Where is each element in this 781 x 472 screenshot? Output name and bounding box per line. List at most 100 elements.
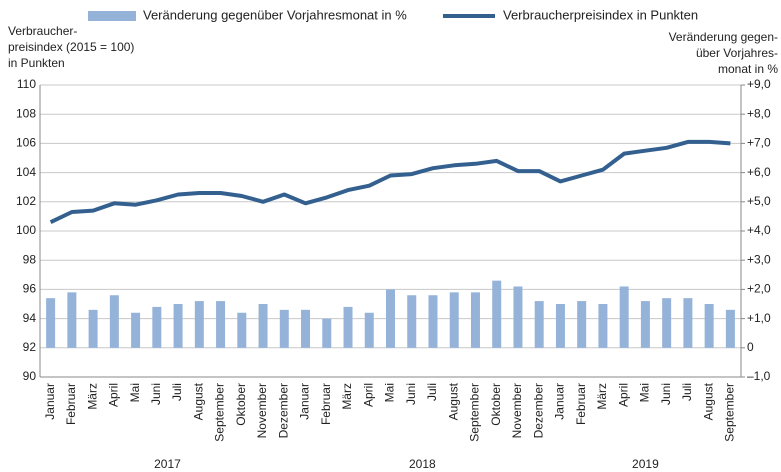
x-group-label: 2017 — [154, 457, 181, 471]
x-tick-label: September — [468, 383, 482, 442]
bar — [619, 286, 629, 348]
y-axis-title: in Punkten — [8, 56, 65, 70]
y-axis-title: Verbraucher- — [8, 24, 77, 38]
bar — [237, 312, 247, 348]
x-tick-label: März — [340, 383, 354, 410]
y2-tick-label: +6,0 — [747, 165, 771, 179]
bar — [492, 280, 502, 348]
x-tick-label: Oktober — [234, 383, 248, 426]
x-tick-label: August — [701, 382, 715, 420]
legend-swatch — [88, 11, 136, 21]
x-tick-label: März — [595, 383, 609, 410]
bar — [555, 304, 565, 348]
x-tick-label: Januar — [43, 383, 57, 420]
x-tick-label: Oktober — [489, 383, 503, 426]
y2-tick-label: 0 — [747, 340, 754, 354]
bar — [428, 295, 438, 348]
x-tick-label: Dezember — [531, 383, 545, 438]
bar — [386, 289, 395, 348]
bar — [598, 304, 608, 348]
bar — [109, 295, 119, 348]
bar — [258, 304, 268, 348]
bar — [301, 309, 311, 348]
bar — [67, 292, 77, 348]
x-tick-label: April — [361, 383, 375, 407]
x-tick-label: April — [107, 383, 121, 407]
y2-axis-title: Veränderung gegen- — [669, 30, 778, 44]
x-tick-label: Februar — [574, 383, 588, 425]
bar — [46, 298, 56, 348]
x-tick-label: Januar — [553, 383, 567, 420]
bar — [470, 292, 480, 348]
y-tick-label: 106 — [16, 136, 36, 150]
x-tick-label: September — [213, 383, 227, 442]
bar — [279, 309, 289, 348]
bar — [534, 301, 544, 348]
x-tick-label: Januar — [298, 383, 312, 420]
bar — [216, 301, 226, 348]
y-tick-label: 104 — [16, 165, 36, 179]
x-tick-label: Juli — [425, 383, 439, 401]
x-tick-label: September — [723, 383, 737, 442]
y2-axis-title: über Vorjahres- — [696, 46, 778, 60]
x-tick-label: Februar — [319, 383, 333, 425]
legend-label: Veränderung gegenüber Vorjahresmonat in … — [143, 7, 407, 22]
bar — [640, 301, 650, 348]
y-tick-label: 100 — [16, 223, 36, 237]
y-tick-label: 94 — [23, 311, 37, 325]
y2-tick-label: +5,0 — [747, 194, 771, 208]
y2-tick-label: +9,0 — [747, 77, 771, 91]
x-group-label: 2019 — [632, 457, 659, 471]
x-tick-label: Mai — [638, 383, 652, 402]
bar — [322, 318, 332, 348]
x-tick-label: Mai — [128, 383, 142, 402]
y2-axis-title: monat in % — [718, 62, 778, 76]
x-tick-label: Juni — [149, 383, 163, 405]
x-tick-label: Dezember — [276, 383, 290, 438]
y-tick-label: 96 — [23, 282, 37, 296]
x-tick-label: Juni — [404, 383, 418, 405]
bar — [152, 306, 162, 348]
bar — [194, 301, 204, 348]
bar — [364, 312, 374, 348]
y2-tick-label: +3,0 — [747, 252, 771, 266]
x-tick-label: Juli — [680, 383, 694, 401]
bar — [131, 312, 141, 348]
x-tick-label: November — [510, 383, 524, 438]
x-group-label: 2018 — [409, 457, 436, 471]
y2-tick-label: +1,0 — [747, 311, 771, 325]
bar — [725, 309, 735, 348]
bar — [704, 304, 714, 348]
x-tick-label: August — [191, 382, 205, 420]
y-tick-label: 102 — [16, 194, 36, 208]
x-tick-label: April — [616, 383, 630, 407]
x-tick-label: November — [255, 383, 269, 438]
y2-tick-label: +2,0 — [747, 282, 771, 296]
legend-label: Verbraucherpreisindex in Punkten — [503, 7, 698, 22]
y2-tick-label: +8,0 — [747, 106, 771, 120]
line — [49, 139, 731, 225]
x-tick-label: Februar — [64, 383, 78, 425]
x-tick-label: August — [446, 382, 460, 420]
y-tick-label: 90 — [23, 369, 37, 383]
bar — [449, 292, 459, 348]
bar — [513, 286, 523, 348]
bar — [407, 295, 417, 348]
bar — [662, 298, 672, 348]
bar — [173, 304, 183, 348]
y2-tick-label: –1,0 — [747, 369, 771, 383]
x-tick-label: Mai — [383, 383, 397, 402]
y-axis-title: preisindex (2015 = 100) — [8, 40, 134, 54]
y2-tick-label: +7,0 — [747, 136, 771, 150]
bar — [577, 301, 587, 348]
x-tick-label: März — [85, 383, 99, 410]
x-tick-label: Juni — [659, 383, 673, 405]
x-tick-label: Juli — [170, 383, 184, 401]
bar — [343, 306, 353, 348]
y-tick-label: 110 — [17, 77, 36, 91]
bar — [88, 309, 98, 348]
y-tick-label: 98 — [23, 252, 37, 266]
y-tick-label: 92 — [23, 340, 37, 354]
y2-tick-label: +4,0 — [747, 223, 771, 237]
